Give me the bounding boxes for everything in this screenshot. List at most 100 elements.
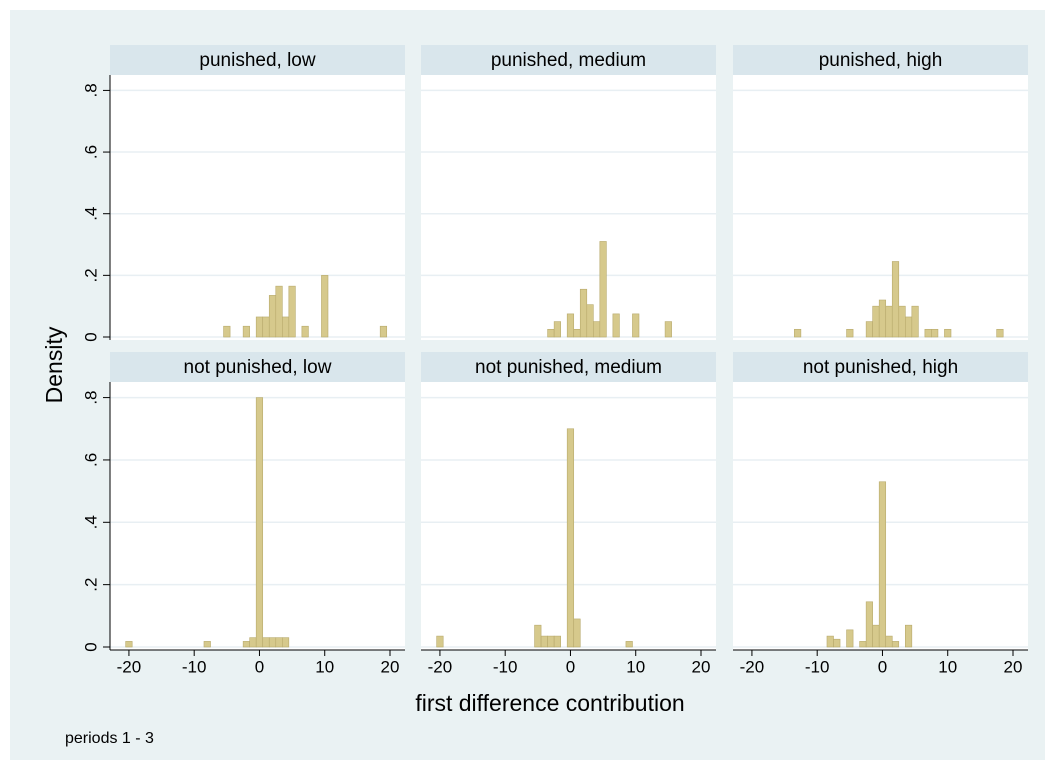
bar — [242, 641, 250, 648]
bar — [878, 299, 887, 338]
bar — [573, 618, 581, 648]
bar — [579, 288, 588, 338]
bar — [794, 328, 802, 338]
bar — [826, 635, 834, 648]
y-tick-label: .2 — [81, 268, 100, 282]
bar — [859, 641, 867, 648]
y-tick-label: .2 — [81, 578, 100, 592]
bar — [540, 635, 548, 648]
x-tick-label: 0 — [255, 657, 264, 676]
y-tick-label: .4 — [81, 207, 100, 221]
y-axis-title: Density — [41, 326, 67, 403]
bar — [262, 637, 270, 648]
bar — [262, 316, 270, 338]
panel-title: not punished, medium — [475, 357, 662, 378]
bar — [321, 275, 329, 338]
x-tick-label: 0 — [878, 657, 887, 676]
bar — [573, 328, 581, 338]
bar — [612, 313, 620, 338]
y-tick-label: 0 — [81, 642, 100, 651]
panel-title: not punished, high — [803, 357, 958, 378]
bar — [223, 325, 231, 338]
strip-background — [110, 45, 405, 75]
bar — [282, 316, 290, 338]
bar — [865, 601, 873, 648]
y-tick-label: .6 — [81, 145, 100, 159]
bar — [911, 305, 919, 338]
bar — [846, 328, 854, 338]
panel-title: punished, low — [199, 50, 315, 71]
bar — [255, 397, 264, 648]
bar — [905, 624, 913, 648]
x-tick-label: -10 — [493, 657, 518, 676]
bar — [872, 305, 880, 338]
y-tick-label: .6 — [81, 453, 100, 467]
bar — [301, 325, 309, 338]
strip-background — [733, 352, 1028, 382]
x-tick-label: -20 — [428, 657, 453, 676]
x-tick-label: -10 — [182, 657, 207, 676]
x-tick-label: 20 — [1004, 657, 1023, 676]
bar — [282, 637, 290, 648]
x-tick-label: 10 — [938, 657, 957, 676]
y-tick-label: 0 — [81, 332, 100, 341]
note: periods 1 - 3 — [65, 730, 154, 747]
strip-background — [110, 352, 405, 382]
bar — [833, 638, 841, 648]
x-tick-label: -20 — [117, 657, 142, 676]
bar — [664, 321, 672, 338]
bar — [846, 629, 854, 648]
plot-area — [110, 75, 405, 340]
bar — [905, 316, 913, 338]
panel-title: not punished, low — [184, 357, 332, 378]
bar — [255, 316, 264, 338]
strip-background — [421, 45, 716, 75]
bar — [436, 635, 444, 648]
x-axis-title: first difference contribution — [415, 690, 684, 716]
bar — [268, 295, 277, 338]
y-tick-label: .8 — [81, 83, 100, 97]
bar — [547, 635, 555, 648]
bar — [547, 328, 555, 338]
bar — [898, 305, 906, 338]
bar — [599, 241, 607, 338]
bar — [878, 481, 887, 648]
y-tick-label: .4 — [81, 515, 100, 529]
bar — [242, 325, 250, 338]
bar — [891, 261, 900, 338]
x-tick-label: 10 — [315, 657, 334, 676]
strip-background — [733, 45, 1028, 75]
bar — [865, 321, 873, 338]
panel-title: punished, medium — [491, 50, 646, 71]
x-tick-label: -20 — [740, 657, 765, 676]
x-tick-label: 20 — [381, 657, 400, 676]
x-tick-label: 20 — [692, 657, 711, 676]
bar — [268, 637, 277, 648]
bar — [931, 328, 939, 338]
bar — [553, 321, 561, 338]
bar — [924, 328, 932, 338]
bar — [288, 285, 296, 338]
panel-title: punished, high — [819, 50, 943, 71]
bar — [203, 641, 211, 648]
bar — [891, 641, 900, 648]
x-tick-label: 0 — [566, 657, 575, 676]
bar — [593, 321, 601, 338]
y-tick-label: .8 — [81, 390, 100, 404]
bar — [566, 428, 575, 648]
bar — [534, 624, 542, 648]
bar — [632, 313, 640, 338]
bar — [566, 313, 575, 338]
bar — [553, 635, 561, 648]
bar — [275, 637, 283, 648]
bar — [872, 624, 880, 648]
bar — [379, 325, 388, 338]
bar — [996, 328, 1004, 338]
bar — [625, 641, 633, 648]
bar — [885, 305, 893, 338]
plot-area — [421, 75, 716, 340]
bar — [125, 641, 133, 648]
bar — [275, 285, 283, 338]
x-tick-label: -10 — [805, 657, 830, 676]
